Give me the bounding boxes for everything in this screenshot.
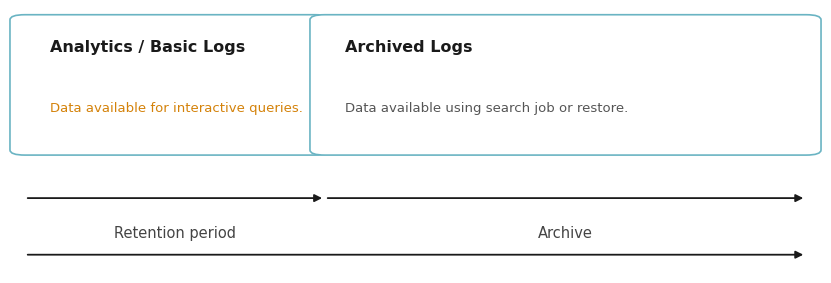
Text: Analytics / Basic Logs: Analytics / Basic Logs: [50, 40, 245, 55]
FancyBboxPatch shape: [310, 15, 821, 155]
Text: Data available using search job or restore.: Data available using search job or resto…: [345, 102, 628, 115]
Text: Archived Logs: Archived Logs: [345, 40, 472, 55]
Text: Data available for interactive queries.: Data available for interactive queries.: [50, 102, 302, 115]
Text: Retention period: Retention period: [114, 226, 236, 241]
Text: Archive: Archive: [538, 226, 593, 241]
FancyBboxPatch shape: [10, 15, 330, 155]
